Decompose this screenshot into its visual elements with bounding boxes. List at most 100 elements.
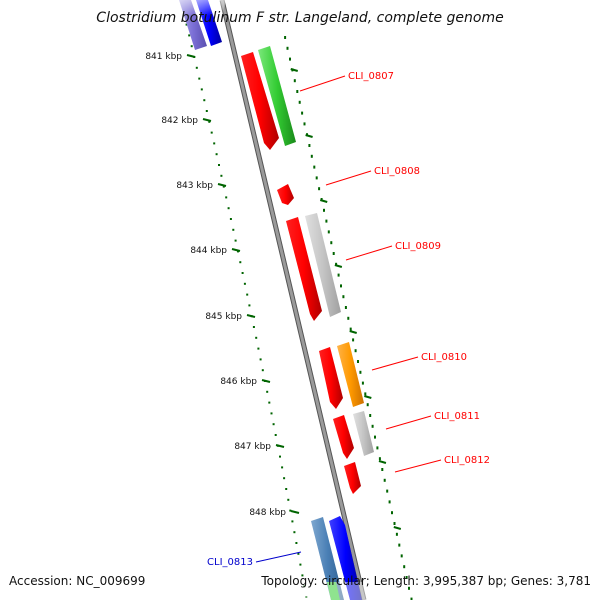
outer-tick <box>400 554 403 558</box>
ruler-ticks <box>180 2 308 598</box>
ruler-dot <box>188 34 191 37</box>
outer-major-tick <box>378 460 387 464</box>
gene-label-cli-0810[interactable]: CLI_0810 <box>421 352 467 363</box>
ruler-dot <box>301 574 304 577</box>
ruler-dot <box>243 282 246 285</box>
gene-label-cli-0808[interactable]: CLI_0808 <box>374 166 420 177</box>
feature-green-0807[interactable] <box>258 46 296 146</box>
ruler-dot <box>208 120 211 123</box>
ruler-dot <box>261 369 264 372</box>
ruler-dot <box>222 185 225 188</box>
feature-lower-fade <box>300 582 380 600</box>
ruler-dot <box>285 488 288 490</box>
ruler-dot <box>232 228 235 231</box>
gene-label-cli-0811[interactable]: CLI_0811 <box>434 411 480 422</box>
outer-tick <box>393 522 396 525</box>
ruler-dot <box>257 347 260 350</box>
ruler-dot <box>190 45 193 48</box>
outer-tick <box>408 586 410 590</box>
outer-tick <box>342 295 345 299</box>
ruler-major-tick <box>261 379 271 383</box>
gene-labels: CLI_0807 CLI_0808 CLI_0809 CLI_0810 CLI_0811… <box>207 71 490 568</box>
outer-tick <box>293 79 296 83</box>
gene-cli-0807[interactable] <box>241 52 279 150</box>
outer-tick <box>369 414 372 417</box>
outer-tick <box>308 144 311 147</box>
ruler-dot <box>287 498 290 501</box>
outer-tick <box>403 565 406 569</box>
ruler-dot <box>303 585 306 588</box>
outer-tick <box>289 57 291 61</box>
gene-leader-line <box>394 459 442 473</box>
ruler-dot <box>291 520 294 523</box>
outer-tick <box>357 360 359 363</box>
ruler-dot <box>283 477 286 480</box>
gene-cli-0811[interactable] <box>333 415 354 459</box>
genome-summary-text: Topology: circular; Length: 3,995,387 bp… <box>261 574 591 588</box>
gene-cli-0810[interactable] <box>319 347 343 409</box>
ruler-dot <box>259 358 262 361</box>
feature-orange-0810[interactable] <box>337 342 364 407</box>
outer-tick <box>296 90 299 93</box>
accession-text: Accession: NC_009699 <box>9 574 146 588</box>
ruler-tick-label: 846 kbp <box>220 377 257 387</box>
outer-tick <box>323 208 325 212</box>
outer-tick <box>386 489 389 493</box>
ruler-dot <box>255 336 258 339</box>
ruler-dot <box>213 142 216 145</box>
outer-tick <box>359 370 362 374</box>
feature-grey-0809[interactable] <box>305 213 341 317</box>
ruler-dot <box>293 531 296 534</box>
gene-label-cli-0813[interactable]: CLI_0813 <box>207 557 253 568</box>
gene-label-cli-0807[interactable]: CLI_0807 <box>348 71 394 82</box>
outer-tick <box>395 532 398 536</box>
ruler-dot <box>305 596 308 598</box>
ruler-dot <box>203 99 206 102</box>
gene-label-cli-0809[interactable]: CLI_0809 <box>395 241 441 252</box>
gene-leader-line <box>255 551 302 563</box>
gene-cli-0809[interactable] <box>286 217 322 321</box>
outer-tick <box>344 306 347 309</box>
outer-tick <box>366 403 369 407</box>
gene-features <box>176 0 380 600</box>
ruler-dot <box>246 293 249 296</box>
genome-title: Clostridium botulinum F str. Langeland, … <box>96 10 504 26</box>
ruler-dot <box>200 88 203 91</box>
ruler-dot <box>215 153 218 156</box>
outer-tick <box>325 219 328 223</box>
feature-grey-0811[interactable] <box>353 411 374 456</box>
ruler-dot <box>279 455 281 458</box>
ruler-dot <box>227 207 230 210</box>
gene-cli-0808[interactable] <box>277 184 294 205</box>
outer-tick <box>347 316 350 320</box>
ruler-major-tick <box>246 314 256 318</box>
outer-tick <box>405 576 408 579</box>
ruler-dot <box>220 174 223 177</box>
gene-cli-0812[interactable] <box>344 462 361 494</box>
outer-tick <box>315 176 318 180</box>
ruler-major-tick <box>186 54 196 58</box>
feature-lower-green[interactable] <box>327 582 340 600</box>
gene-cli-0813[interactable] <box>329 516 362 600</box>
ruler-dot <box>252 326 255 328</box>
ruler-major-tick <box>290 510 300 514</box>
ruler-dot <box>185 23 188 26</box>
gene-label-cli-0812[interactable]: CLI_0812 <box>444 455 490 466</box>
outer-tick <box>332 252 335 255</box>
ruler-major-tick <box>231 248 241 252</box>
feature-steel-0813[interactable] <box>311 517 344 600</box>
ruler-dot <box>281 466 284 469</box>
gene-leader-line <box>325 170 372 186</box>
outer-tick <box>361 381 364 385</box>
ruler-tick-label: 848 kbp <box>249 508 286 518</box>
ruler-dot <box>234 239 237 242</box>
ruler-dot <box>299 563 302 566</box>
ruler-dot <box>225 196 228 199</box>
outer-tick <box>327 230 330 234</box>
outer-tick-marks <box>284 36 413 600</box>
outer-tick <box>391 511 393 515</box>
outer-major-tick <box>393 526 402 530</box>
outer-tick <box>335 262 338 266</box>
